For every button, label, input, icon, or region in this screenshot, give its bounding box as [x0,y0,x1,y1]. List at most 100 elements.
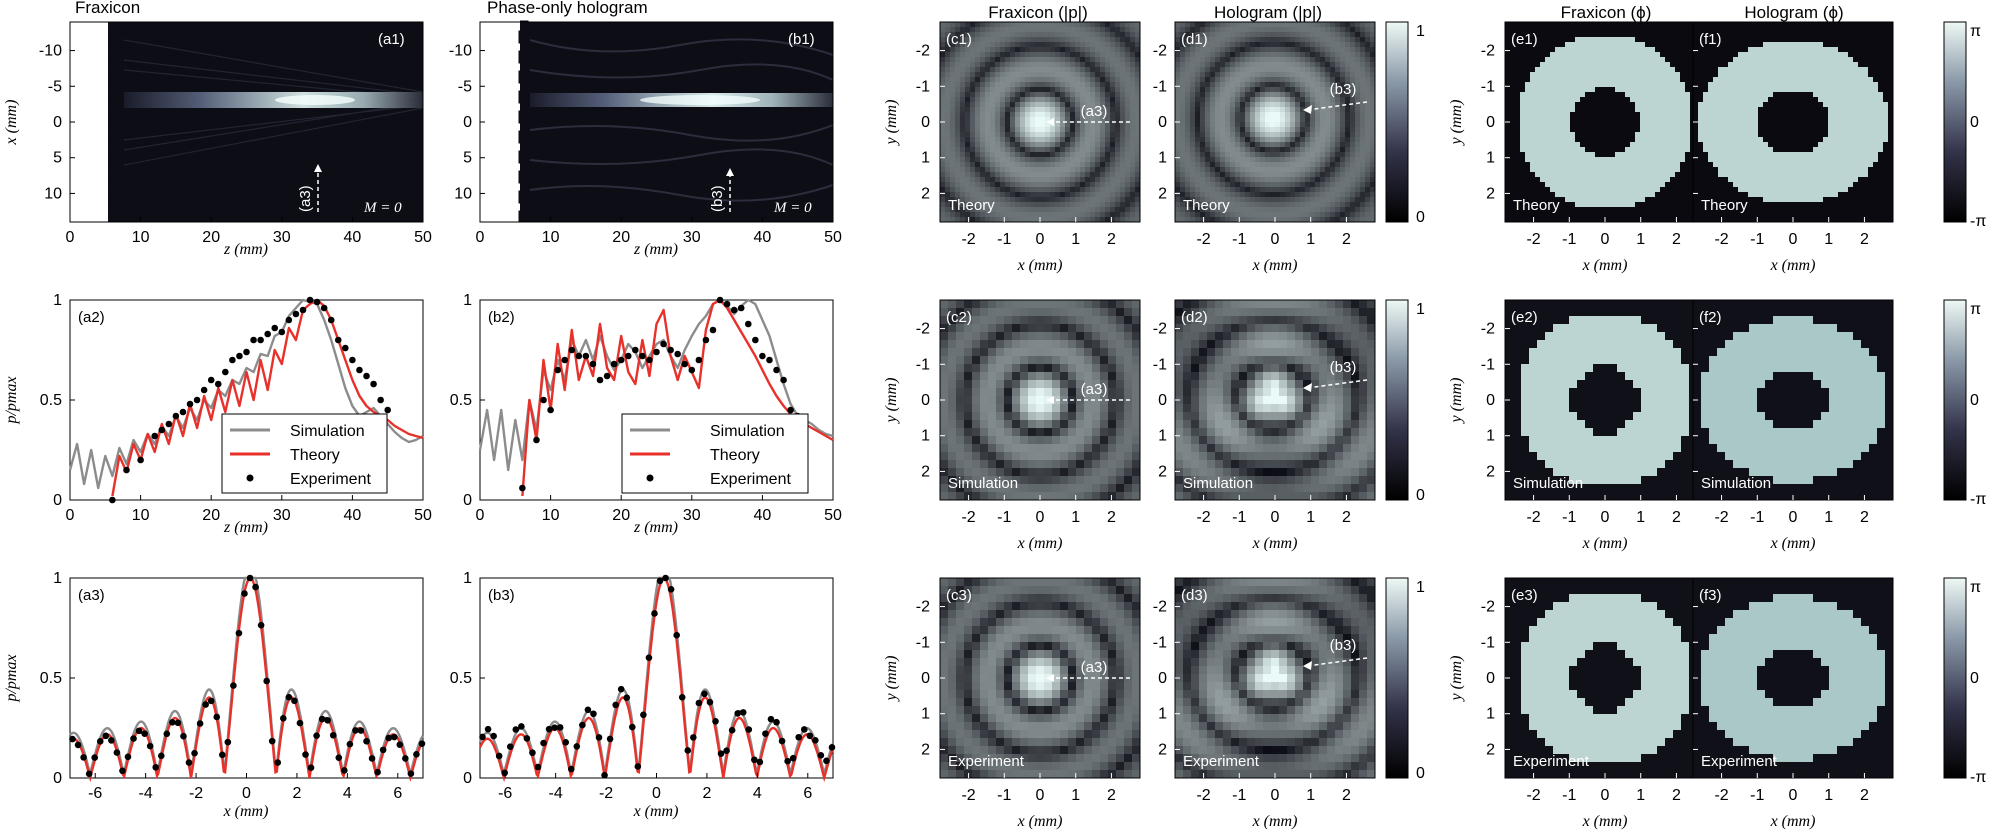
map-pixel [1250,37,1256,43]
map-pixel [1340,92,1346,98]
b3-series [478,574,836,783]
map-pixel [1095,197,1101,203]
map-pixel [1180,102,1186,108]
map-pixel [1080,87,1086,93]
map-pixel [975,82,981,88]
map-pixel [1215,37,1221,43]
map-pixel [1210,107,1216,113]
map-pixel [1305,192,1311,198]
b2-exp-point [737,304,745,312]
map-pixel [1215,122,1221,128]
map-pixel [1050,22,1056,28]
map-pixel [1675,42,1681,48]
map-pixel [1095,122,1101,128]
map-pixel [1545,187,1551,193]
map-pixel [1310,42,1316,48]
map-pixel [1030,142,1036,148]
map-pixel [1065,37,1071,43]
map-pixel [1650,102,1656,108]
map-pixel [1060,147,1066,153]
map-pixel [985,27,991,33]
map-pixel [1080,27,1086,33]
map-pixel [1230,62,1236,68]
map-pixel [1045,212,1051,218]
map-pixel [1130,142,1136,148]
map-pixel [1090,182,1096,188]
map-pixel [1595,72,1601,78]
map-pixel [1230,27,1236,33]
map-pixel [1040,147,1046,153]
map-pixel [1360,67,1366,73]
map-pixel [1525,107,1531,113]
map-pixel [1290,217,1296,223]
map-pixel [1555,152,1561,158]
map-pixel [1335,62,1341,68]
map-pixel [1685,152,1691,158]
map-pixel [1080,37,1086,43]
map-pixel [1090,162,1096,168]
map-pixel [1190,92,1196,98]
map-pixel [975,162,981,168]
map-pixel [1020,107,1026,113]
map-pixel [1365,137,1371,143]
map-pixel [1615,82,1621,88]
xtick-label: 40 [754,507,772,524]
map-pixel [1025,202,1031,208]
map-pixel [1575,67,1581,73]
map-pixel [1520,37,1526,43]
map-pixel [1600,167,1606,173]
map-pixel [1245,62,1251,68]
map-pixel [1005,107,1011,113]
map-pixel [1340,182,1346,188]
map-pixel [1355,147,1361,153]
b3-exp-point [612,701,619,709]
map-pixel [1625,72,1631,78]
map-pixel [975,22,981,28]
map-pixel [1135,137,1141,143]
map-pixel [1065,192,1071,198]
map-pixel [1520,72,1526,78]
map-pixel [1605,27,1611,33]
map-pixel [995,112,1001,118]
map-pixel [1320,97,1326,103]
map-pixel [1060,77,1066,83]
map-pixel [1635,147,1641,153]
map-pixel [1100,37,1106,43]
map-pixel [1080,92,1086,98]
map-pixel [1060,102,1066,108]
map-pixel [1020,122,1026,128]
map-pixel [1550,82,1556,88]
map-pixel [1595,117,1601,123]
map-pixel [1135,27,1141,33]
map-pixel [1130,117,1136,123]
map-pixel [1240,182,1246,188]
map-pixel [1335,217,1341,223]
map-pixel [1560,147,1566,153]
map-pixel [1670,37,1676,43]
map-pixel [1135,122,1141,128]
map-pixel [1580,147,1586,153]
map-pixel [1175,32,1181,38]
map-pixel [1350,82,1356,88]
map-pixel [1075,197,1081,203]
map-pixel [1300,167,1306,173]
map-pixel [990,207,996,213]
map-pixel [985,147,991,153]
map-pixel [1530,92,1536,98]
map-pixel [1230,92,1236,98]
map-pixel [1120,197,1126,203]
map-pixel [1610,87,1616,93]
map-pixel [1550,52,1556,58]
map-pixel [1575,132,1581,138]
map-pixel [1325,212,1331,218]
map-pixel [1355,32,1361,38]
map-pixel [940,107,946,113]
map-pixel [1565,107,1571,113]
map-pixel [1080,157,1086,163]
map-pixel [1120,57,1126,63]
map-pixel [1680,67,1686,73]
map-pixel [1635,102,1641,108]
map-pixel [1035,37,1041,43]
map-pixel [1120,192,1126,198]
map-pixel [1000,162,1006,168]
